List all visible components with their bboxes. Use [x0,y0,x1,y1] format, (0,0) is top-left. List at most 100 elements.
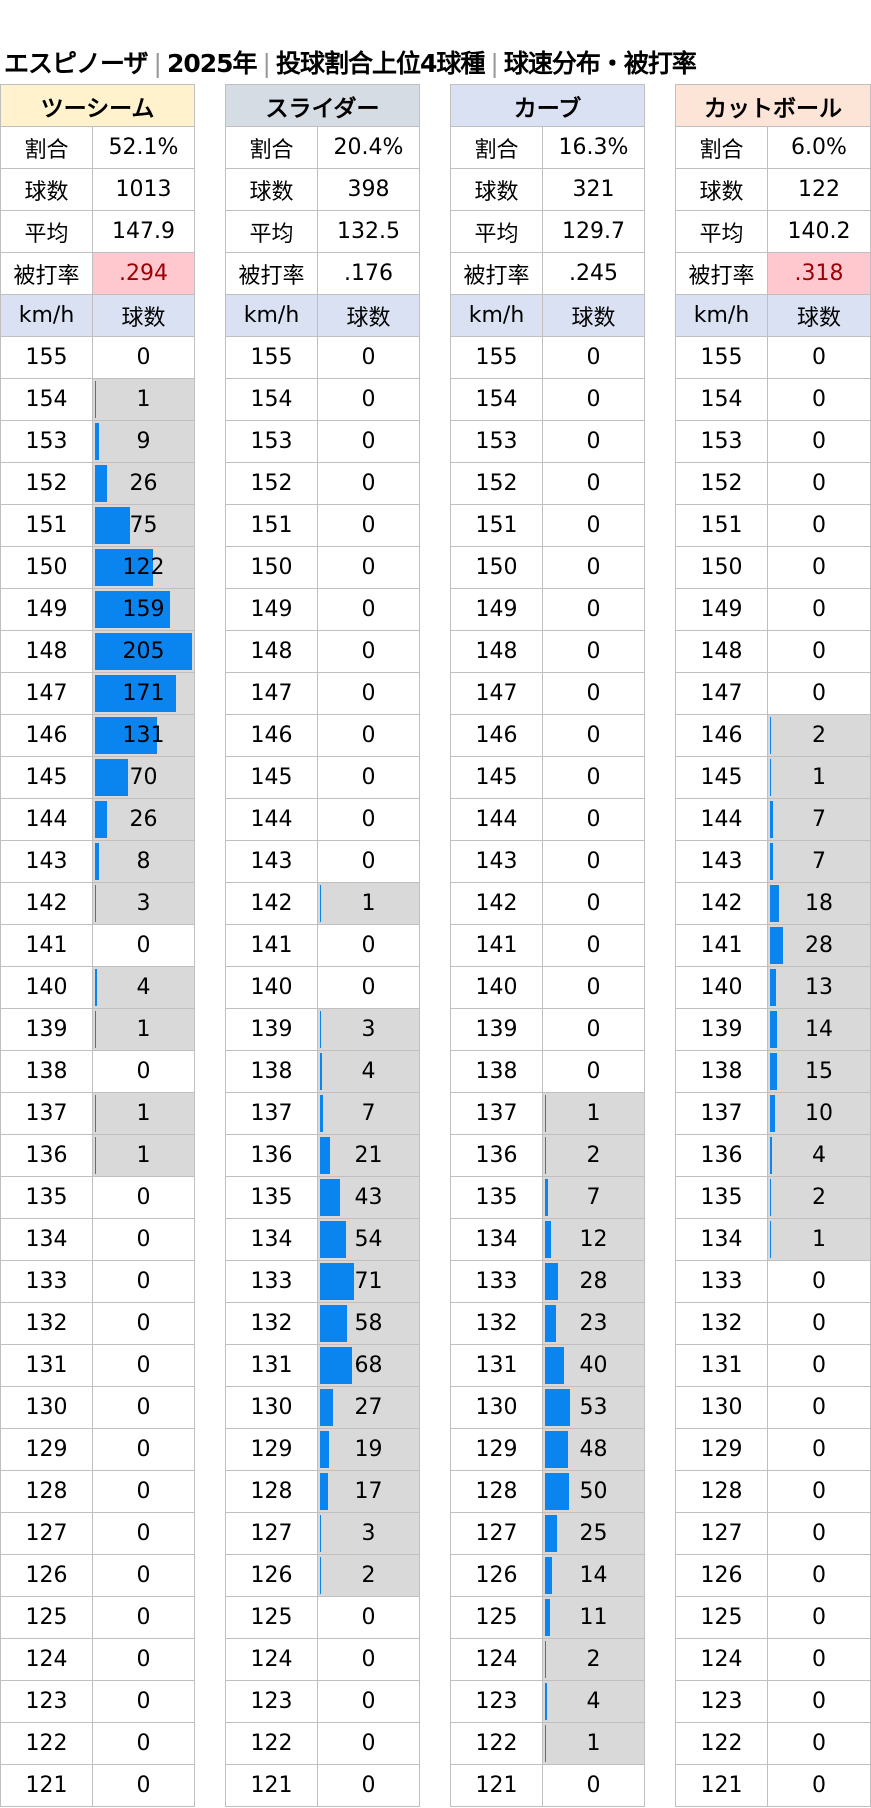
speed-label: 132 [1,1303,93,1344]
count-value: 0 [361,807,376,832]
speed-label: 144 [226,799,318,840]
pitch-count-cell: 0 [318,925,419,966]
speed-row: 138 0 [451,1051,644,1093]
column-header: km/h 球数 [451,295,644,337]
stat-row-ratio: 割合 6.0% [676,127,870,169]
pitch-count-cell: 0 [768,379,870,420]
speed-row: 147 0 [226,673,419,715]
speed-label: 141 [676,925,768,966]
speed-label: 125 [1,1597,93,1638]
speed-label: 129 [451,1429,543,1470]
pitch-count-cell: 0 [543,631,644,672]
speed-row: 127 25 [451,1513,644,1555]
pitch-count-cell: 7 [768,799,870,840]
speed-row: 137 1 [1,1093,194,1135]
count-value: 0 [812,1731,826,1756]
speed-label: 130 [451,1387,543,1428]
count-value: 4 [586,1689,601,1714]
pitch-count-cell: 0 [93,337,194,378]
speed-label: 130 [1,1387,93,1428]
pitch-count-cell: 0 [93,1597,194,1638]
pitch-header: スライダー [226,85,419,127]
pitch-count-cell: 0 [93,1345,194,1386]
speed-row: 130 53 [451,1387,644,1429]
count-value: 0 [812,1353,826,1378]
speed-label: 150 [676,547,768,588]
speed-row: 143 0 [451,841,644,883]
pitch-count-cell: 0 [318,757,419,798]
pitch-count-cell: 0 [543,967,644,1008]
speed-row: 133 28 [451,1261,644,1303]
count-value: 0 [136,1647,151,1672]
stat-label: 平均 [676,211,768,252]
speed-label: 124 [1,1639,93,1680]
count-bar [320,1053,322,1090]
count-value: 1 [812,1227,826,1252]
speed-row: 154 0 [451,379,644,421]
stat-row-count: 球数 398 [226,169,419,211]
speed-row: 141 28 [676,925,870,967]
stat-value: 122 [798,177,840,202]
pitch-count-cell: 0 [543,421,644,462]
speed-row: 140 0 [451,967,644,1009]
pitch-count-cell: 1 [93,379,194,420]
speed-row: 145 70 [1,757,194,799]
pitch-count-cell: 11 [543,1597,644,1638]
speed-row: 129 0 [1,1429,194,1471]
speed-row: 122 0 [226,1723,419,1765]
count-value: 0 [361,513,376,538]
pitch-count-cell: 21 [318,1135,419,1176]
pitch-count-cell: 2 [768,1177,870,1218]
pitch-header: カーブ [451,85,644,127]
speed-row: 153 0 [226,421,419,463]
count-bar [95,843,99,880]
speed-row: 136 21 [226,1135,419,1177]
speed-label: 125 [676,1597,768,1638]
count-bar [770,843,774,880]
stat-row-babip: 被打率 .318 [676,253,870,295]
speed-label: 139 [1,1009,93,1050]
pitch-count-cell: 0 [768,547,870,588]
count-value: 28 [805,933,833,958]
pitch-count-cell: 0 [93,1681,194,1722]
speed-row: 121 0 [226,1765,419,1807]
pitch-header: カットボール [676,85,870,127]
speed-row: 155 0 [226,337,419,379]
speed-row: 124 0 [1,1639,194,1681]
speed-label: 146 [1,715,93,756]
count-value: 13 [805,975,833,1000]
stat-value: .176 [344,261,393,286]
speed-row: 142 1 [226,883,419,925]
speed-row: 128 50 [451,1471,644,1513]
speed-row: 137 7 [226,1093,419,1135]
count-bar [545,1179,549,1216]
speed-row: 133 0 [676,1261,870,1303]
count-value: 0 [136,1437,151,1462]
speed-row: 152 0 [676,463,870,505]
count-bar [95,591,171,628]
speed-row: 124 2 [451,1639,644,1681]
pitch-count-cell: 0 [768,1723,870,1764]
pitch-count-cell: 0 [318,715,419,756]
stat-row-count: 球数 321 [451,169,644,211]
speed-row: 146 2 [676,715,870,757]
pitch-count-cell: 0 [93,1177,194,1218]
speed-row: 142 18 [676,883,870,925]
pitch-count-cell: 0 [543,757,644,798]
stat-row-ratio: 割合 20.4% [226,127,419,169]
pitch-count-cell: 0 [318,1639,419,1680]
speed-label: 127 [226,1513,318,1554]
speed-label: 143 [1,841,93,882]
speed-label: 152 [1,463,93,504]
count-value: 0 [586,933,601,958]
speed-row: 150 0 [226,547,419,589]
count-value: 26 [129,807,158,832]
speed-row: 124 0 [676,1639,870,1681]
count-value: 0 [136,1227,151,1252]
pitch-count-cell: 0 [768,673,870,714]
pitch-count-cell: 2 [318,1555,419,1596]
speed-row: 145 1 [676,757,870,799]
count-column-header: 球数 [318,295,419,336]
pitch-count-cell: 0 [93,925,194,966]
speed-label: 127 [676,1513,768,1554]
